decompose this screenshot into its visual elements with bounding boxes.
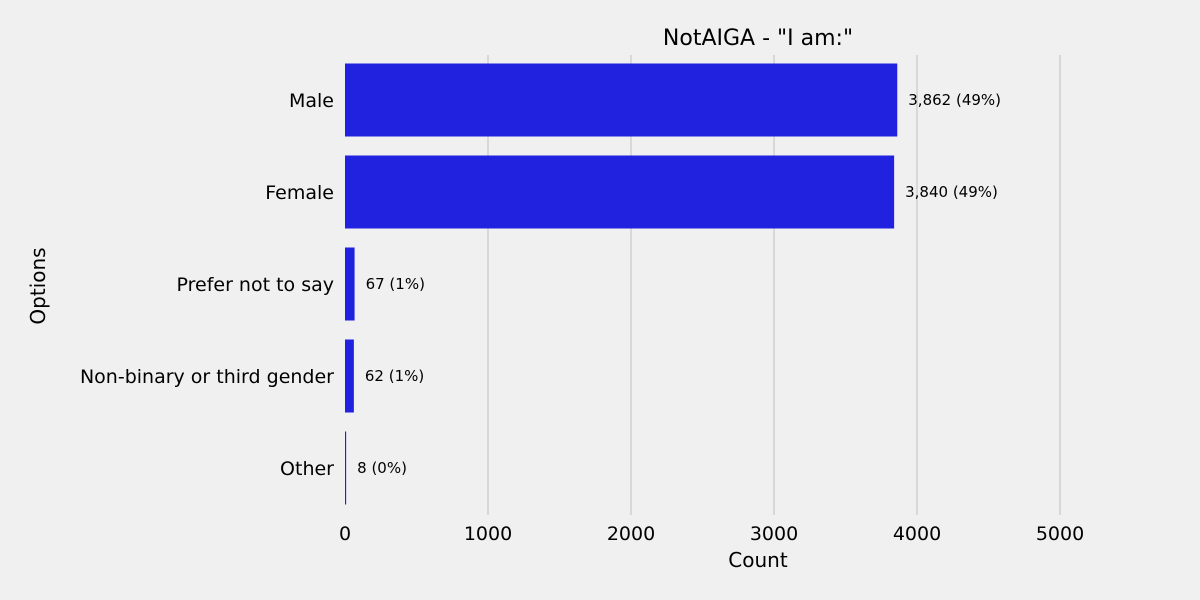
category-label: Non-binary or third gender: [80, 366, 334, 388]
x-tick-label: 1000: [464, 523, 512, 545]
y-axis-label: Options: [26, 247, 50, 324]
x-tick-labels: 0 1000 2000 3000 4000 5000: [339, 523, 1084, 545]
category-label: Female: [265, 182, 334, 204]
x-tick-label: 5000: [1036, 523, 1084, 545]
bar: [345, 155, 895, 229]
data-label: 3,862 (49%): [908, 91, 1001, 109]
x-tick-label: 2000: [607, 523, 655, 545]
data-label: 62 (1%): [365, 367, 424, 385]
category-label: Prefer not to say: [177, 274, 335, 296]
category-label: Other: [280, 458, 334, 480]
data-label: 67 (1%): [366, 275, 425, 293]
x-tick-label: 3000: [750, 523, 798, 545]
bars: [345, 63, 898, 505]
chart-title: NotAIGA - "I am:": [663, 26, 853, 51]
x-tick-label: 4000: [893, 523, 941, 545]
bar: [345, 63, 898, 137]
bar: [345, 339, 354, 413]
bar: [345, 431, 347, 505]
data-label: 8 (0%): [357, 459, 407, 477]
category-labels: Male Female Prefer not to say Non-binary or…: [80, 90, 334, 480]
data-labels: 3,862 (49%) 3,840 (49%) 67 (1%) 62 (1%) 8 (0…: [357, 91, 1001, 477]
data-label: 3,840 (49%): [905, 183, 998, 201]
x-axis-label: Count: [728, 548, 788, 572]
x-tick-label: 0: [339, 523, 351, 545]
category-label: Male: [289, 90, 334, 112]
bar: [345, 247, 355, 321]
